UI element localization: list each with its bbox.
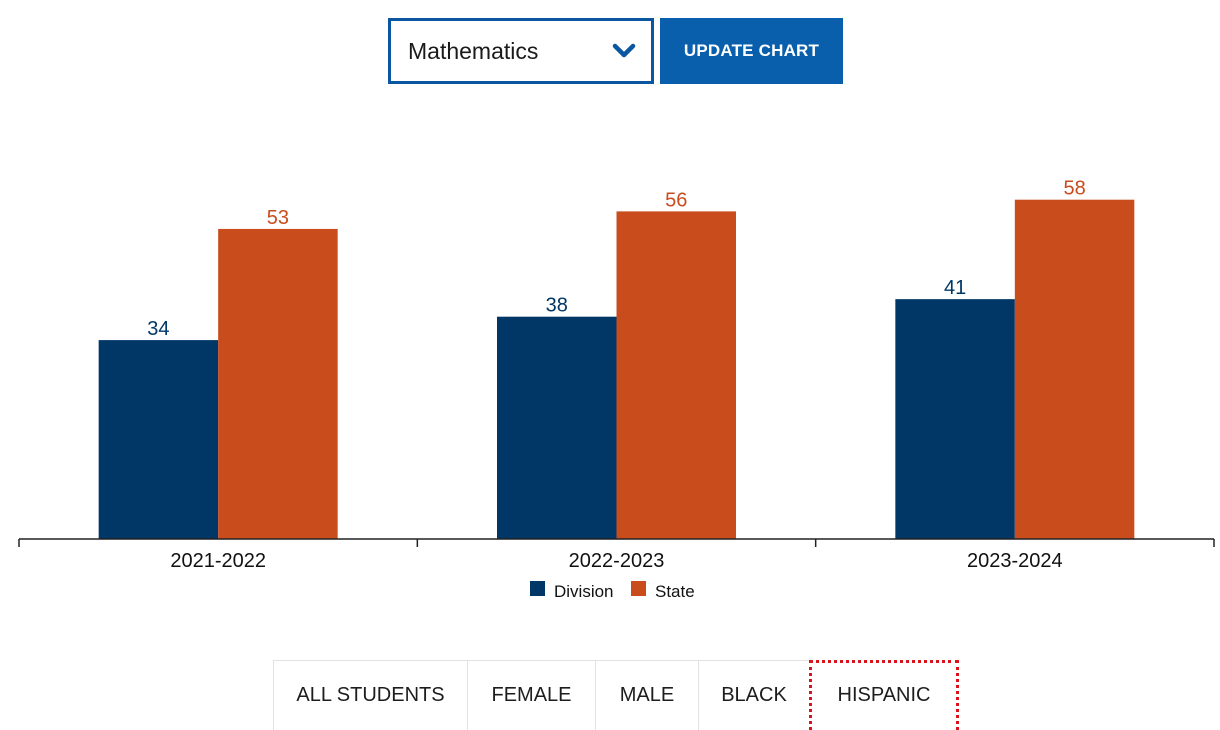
x-tick-label: 2021-2022 bbox=[170, 550, 266, 572]
bars bbox=[98, 199, 1135, 539]
legend-label: State bbox=[655, 582, 695, 601]
data-label-division-2023-2024: 41 bbox=[944, 277, 966, 299]
x-axis-tick-labels: 2021-2022 2022-2023 2023-2024 bbox=[170, 550, 1062, 572]
legend-item-state: State bbox=[631, 581, 695, 601]
tab-black[interactable]: BLACK bbox=[698, 660, 810, 730]
data-label-state-2021-2022: 53 bbox=[267, 207, 289, 229]
bar-chart: 34 53 38 56 41 58 2021-2022 2022-2023 2023-2024… bbox=[18, 178, 1215, 601]
tab-female[interactable]: FEMALE bbox=[467, 660, 596, 730]
subject-select-value: Mathematics bbox=[408, 37, 539, 64]
bar-division-2022-2023 bbox=[497, 316, 617, 539]
data-label-division-2021-2022: 34 bbox=[147, 318, 169, 340]
data-label-division-2022-2023: 38 bbox=[546, 295, 568, 317]
x-tick-label: 2023-2024 bbox=[967, 550, 1063, 572]
legend-item-division: Division bbox=[530, 581, 614, 601]
legend-swatch bbox=[530, 581, 545, 596]
bar-division-2023-2024 bbox=[895, 299, 1015, 539]
bar-state-2021-2022 bbox=[218, 228, 338, 539]
tab-hispanic[interactable]: HISPANIC bbox=[809, 660, 959, 730]
subject-select[interactable]: Mathematics bbox=[388, 18, 654, 84]
x-tick-label: 2022-2023 bbox=[569, 550, 665, 572]
chevron-down-icon bbox=[611, 38, 637, 64]
data-label-state-2022-2023: 56 bbox=[665, 189, 687, 211]
tab-all-students[interactable]: ALL STUDENTS bbox=[273, 660, 468, 730]
legend-label: Division bbox=[554, 582, 614, 601]
student-group-tabs: ALL STUDENTS FEMALE MALE BLACK HISPANIC bbox=[273, 660, 959, 730]
bar-state-2023-2024 bbox=[1014, 199, 1135, 539]
chart-controls: Mathematics UPDATE CHART bbox=[388, 18, 843, 84]
value-labels: 34 53 38 56 41 58 bbox=[147, 178, 1085, 340]
x-axis-ticks bbox=[18, 539, 1215, 547]
bar-division-2021-2022 bbox=[98, 340, 219, 539]
data-label-state-2023-2024: 58 bbox=[1063, 178, 1085, 200]
update-chart-button[interactable]: UPDATE CHART bbox=[660, 18, 843, 84]
legend-swatch bbox=[631, 581, 646, 596]
bar-state-2022-2023 bbox=[616, 211, 736, 539]
tab-male[interactable]: MALE bbox=[595, 660, 699, 730]
legend: Division State bbox=[530, 581, 695, 601]
